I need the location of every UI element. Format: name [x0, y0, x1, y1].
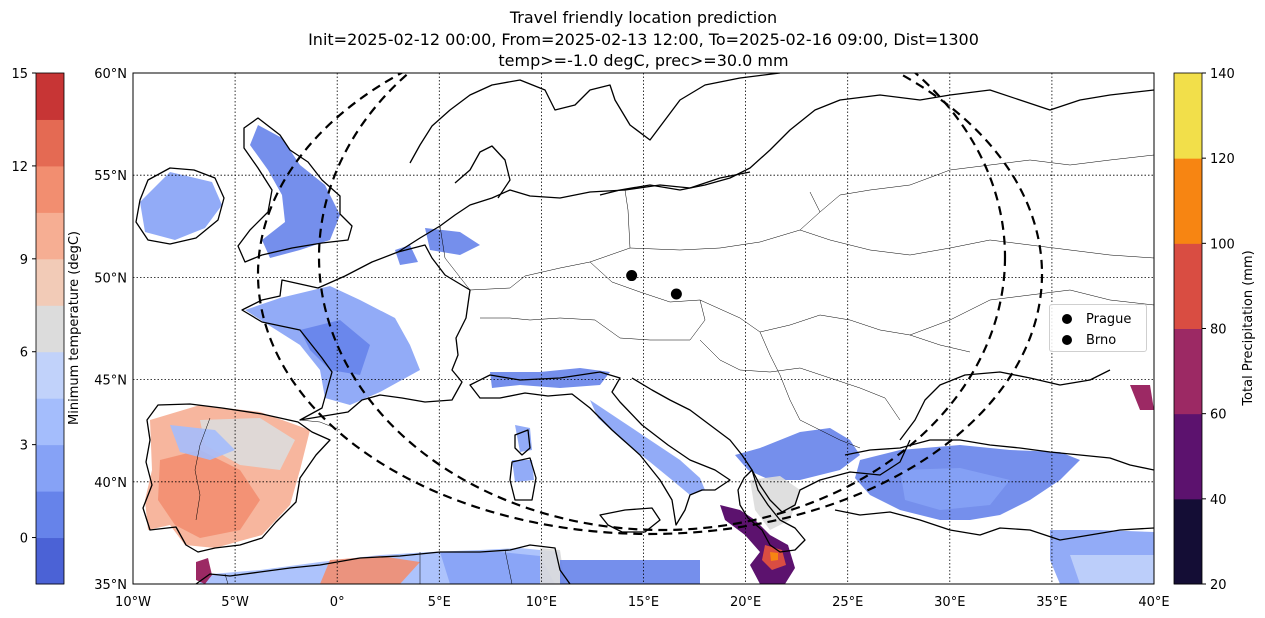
temperature-tick-label: 9: [20, 253, 28, 268]
temperature-region: [158, 450, 260, 538]
lon-tick-label: 0°: [330, 595, 345, 610]
lat-tick-label: 45°N: [94, 374, 127, 389]
precipitation-colorbar-segment: [1174, 413, 1202, 500]
precipitation-tick-label: 140: [1210, 67, 1235, 82]
temperature-colorbar-segment: [36, 212, 64, 260]
temperature-region: [735, 428, 860, 480]
legend-item-brno: Brno: [1062, 331, 1116, 349]
lat-tick-label: 40°N: [94, 476, 127, 491]
map-area: [133, 73, 1154, 584]
temperature-region: [300, 320, 370, 375]
legend: Prague Brno: [1049, 304, 1147, 352]
lon-tick-label: 5°W: [221, 595, 249, 610]
precipitation-tick-label: 120: [1210, 152, 1235, 167]
temperature-region: [425, 228, 480, 255]
temperature-colorbar-segment: [36, 351, 64, 399]
lon-tick-label: 20°E: [730, 595, 761, 610]
weather-fields: [140, 125, 1154, 584]
temperature-region: [540, 548, 565, 584]
title-line-1: Travel friendly location prediction: [509, 8, 778, 27]
precipitation-colorbar-segment: [1174, 498, 1202, 585]
temperature-region: [560, 560, 700, 584]
precipitation-tick-label: 100: [1210, 237, 1235, 252]
temperature-colorbar-segment: [36, 119, 64, 167]
temperature-colorbar: 0 3 6 9 12 15: [11, 67, 65, 585]
precipitation-tick-label: 60: [1210, 408, 1227, 423]
location-marker-brno: [670, 288, 682, 300]
lat-tick-label: 35°N: [94, 578, 127, 593]
lon-tick-label: 5°E: [428, 595, 451, 610]
lon-tick-label: 25°E: [832, 595, 863, 610]
coastlines: [135, 73, 1154, 584]
precipitation-tick-label: 40: [1210, 493, 1227, 508]
gridlines: [133, 73, 1154, 584]
temperature-colorbar-segment: [36, 537, 64, 585]
temperature-colorbar-segment: [36, 398, 64, 446]
country-borders: [194, 154, 1154, 584]
temperature-region: [320, 556, 420, 584]
precipitation-tick-label: 80: [1210, 323, 1227, 338]
temperature-region: [512, 460, 534, 482]
location-markers: [626, 270, 682, 300]
precipitation-region: [196, 558, 212, 584]
temperature-region: [440, 552, 555, 584]
precipitation-region: [1130, 385, 1154, 410]
lat-tick-label: 60°N: [94, 67, 127, 82]
map-frame: [132, 72, 1155, 585]
lon-tick-label: 10°W: [115, 595, 151, 610]
lon-tick-label: 35°E: [1036, 595, 1067, 610]
temperature-colorbar-segment: [36, 305, 64, 353]
legend-label: Prague: [1086, 311, 1132, 327]
precipitation-colorbar: 20 40 60 80 100 120 140: [1173, 67, 1235, 593]
lon-tick-label: 10°E: [526, 595, 557, 610]
temperature-region: [170, 425, 235, 460]
temperature-region: [1070, 555, 1154, 584]
temperature-tick-label: 3: [20, 439, 28, 454]
lat-tick-label: 50°N: [94, 271, 127, 286]
temperature-colorbar-segment: [36, 73, 64, 120]
distance-circles: [257, 73, 1043, 536]
lon-tick-label: 40°E: [1138, 595, 1169, 610]
precipitation-colorbar-segment: [1174, 158, 1202, 244]
temperature-tick-label: 12: [11, 160, 28, 175]
precipitation-region: [770, 552, 778, 561]
location-marker-prague: [626, 270, 638, 282]
marker-dot-icon: [1062, 314, 1072, 324]
lon-tick-label: 30°E: [934, 595, 965, 610]
lon-tick-label: 15°E: [628, 595, 659, 610]
precipitation-colorbar-segment: [1174, 243, 1202, 329]
temperature-region: [900, 468, 1010, 510]
temperature-colorbar-label: Minimum temperature (degC): [67, 231, 82, 425]
title-line-3: temp>=-1.0 degC, prec>=30.0 mm: [498, 51, 789, 70]
temperature-region: [200, 418, 295, 470]
temperature-tick-label: 6: [20, 346, 28, 361]
temperature-colorbar-segment: [36, 444, 64, 492]
marker-dot-icon: [1062, 335, 1072, 345]
temperature-tick-label: 15: [11, 67, 28, 82]
title-line-2: Init=2025-02-12 00:00, From=2025-02-13 1…: [308, 30, 979, 49]
lat-tick-label: 55°N: [94, 169, 127, 184]
temperature-region: [590, 400, 705, 495]
precipitation-colorbar-label: Total Precipitation (mm): [1241, 250, 1256, 406]
temperature-colorbar-segment: [36, 258, 64, 306]
legend-label: Brno: [1086, 332, 1117, 348]
temperature-colorbar-segment: [36, 491, 64, 539]
axis-tick-labels: 10°W 5°W 0° 5°E 10°E 15°E 20°E 25°E 30°E 35°E 40°E…: [94, 67, 1169, 610]
temperature-colorbar-segment: [36, 165, 64, 213]
temperature-region: [250, 125, 340, 258]
temperature-tick-label: 0: [20, 532, 28, 547]
legend-item-prague: Prague: [1062, 310, 1131, 328]
precipitation-colorbar-segment: [1174, 73, 1202, 159]
precipitation-tick-label: 20: [1210, 578, 1227, 593]
temperature-region: [140, 172, 222, 240]
precipitation-colorbar-segment: [1174, 328, 1202, 415]
